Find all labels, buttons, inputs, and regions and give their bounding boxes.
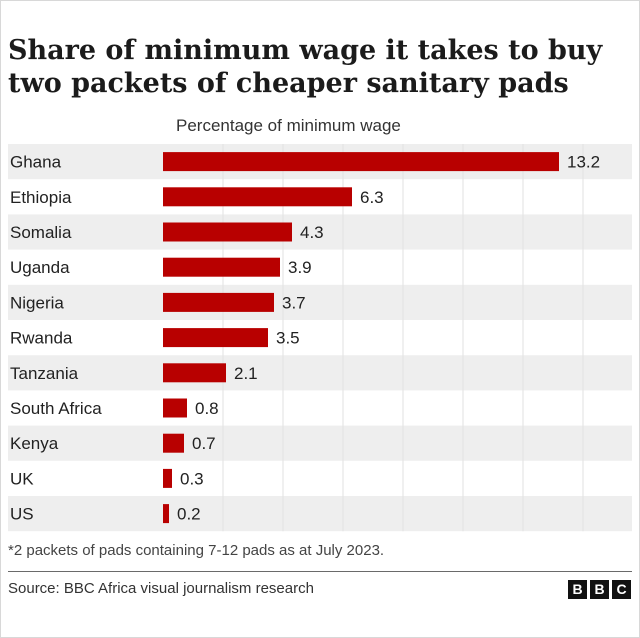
category-label: Rwanda bbox=[10, 329, 73, 348]
bar-rwanda bbox=[163, 328, 268, 348]
category-label: Kenya bbox=[10, 434, 59, 453]
category-label: Uganda bbox=[10, 258, 70, 277]
row-stripe bbox=[8, 496, 632, 532]
row-stripes bbox=[8, 144, 632, 532]
bar-somalia bbox=[163, 222, 292, 242]
value-label: 3.5 bbox=[276, 329, 300, 348]
value-label: 0.2 bbox=[177, 505, 201, 524]
logo-letter: C bbox=[612, 580, 631, 599]
bar-nigeria bbox=[163, 292, 274, 312]
value-labels: 13.2 6.3 4.3 3.9 3.7 3.5 2.1 0.8 0.7 0.3 0.2 bbox=[177, 153, 600, 524]
value-label: 0.3 bbox=[180, 469, 204, 488]
value-label: 4.3 bbox=[300, 223, 324, 242]
footnote: *2 packets of pads containing 7-12 pads … bbox=[8, 542, 385, 559]
bar-tanzania bbox=[163, 363, 226, 383]
axis-subtitle: Percentage of minimum wage bbox=[176, 116, 401, 135]
value-label: 3.7 bbox=[282, 293, 306, 312]
value-label: 2.1 bbox=[234, 364, 258, 383]
category-label: South Africa bbox=[10, 399, 102, 418]
category-label: US bbox=[10, 505, 34, 524]
value-label: 3.9 bbox=[288, 258, 312, 277]
category-label: Ethiopia bbox=[10, 188, 72, 207]
row-stripe bbox=[8, 214, 632, 250]
grid-lines bbox=[222, 144, 584, 532]
source-credit: Source: BBC Africa visual journalism res… bbox=[8, 580, 314, 597]
bar-ghana bbox=[163, 152, 559, 172]
value-label: 0.8 bbox=[195, 399, 219, 418]
bbc-logo: B B C bbox=[568, 580, 631, 599]
row-stripe bbox=[8, 425, 632, 461]
bar-us bbox=[163, 504, 169, 524]
chart-title: Share of minimum wage it takes to buy tw… bbox=[8, 35, 603, 99]
logo-letter: B bbox=[590, 580, 609, 599]
value-label: 6.3 bbox=[360, 188, 384, 207]
source-divider bbox=[8, 571, 632, 572]
category-label: Nigeria bbox=[10, 293, 64, 312]
value-label: 0.7 bbox=[192, 434, 216, 453]
bar-south-africa bbox=[163, 398, 187, 418]
logo-letter: B bbox=[568, 580, 587, 599]
category-label: Tanzania bbox=[10, 364, 79, 383]
bar-ethiopia bbox=[163, 187, 352, 207]
bar-uk bbox=[163, 468, 172, 488]
value-label: 13.2 bbox=[567, 153, 600, 172]
bars bbox=[163, 152, 559, 524]
bar-chart: Ghana Ethiopia Somalia Uganda Nigeria Rwanda T… bbox=[8, 144, 632, 532]
row-stripe bbox=[8, 355, 632, 391]
bar-uganda bbox=[163, 257, 280, 277]
category-label: Ghana bbox=[10, 153, 62, 172]
category-label: UK bbox=[10, 469, 34, 488]
category-labels: Ghana Ethiopia Somalia Uganda Nigeria Rwanda T… bbox=[10, 153, 102, 524]
bar-kenya bbox=[163, 433, 184, 453]
category-label: Somalia bbox=[10, 223, 72, 242]
row-stripe bbox=[8, 284, 632, 320]
